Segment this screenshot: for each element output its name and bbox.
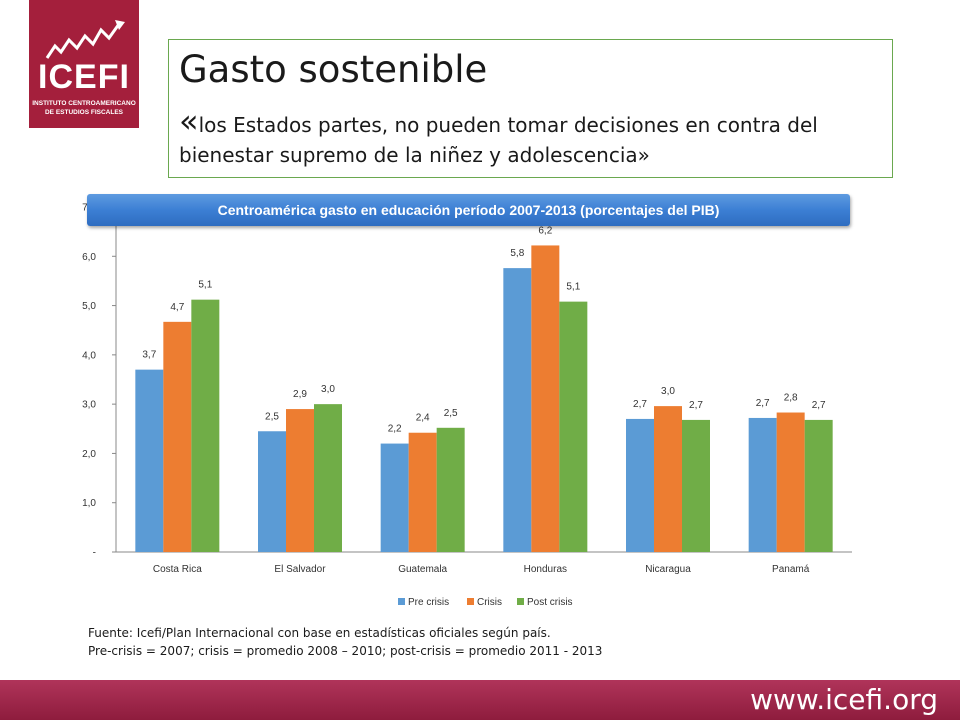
legend-swatch <box>467 598 474 605</box>
bottom-bar <box>0 680 960 720</box>
footer-notes: Fuente: Icefi/Plan Internacional con bas… <box>88 624 602 660</box>
bar-crisis <box>531 245 560 552</box>
data-label: 3,0 <box>321 384 335 395</box>
data-label: 3,0 <box>661 386 675 397</box>
icefi-logo: ICEFI INSTITUTO CENTROAMERICANO DE ESTUD… <box>29 0 139 128</box>
data-label: 5,8 <box>510 248 524 259</box>
data-label: 6,2 <box>538 225 552 236</box>
y-tick-label: - <box>93 548 96 559</box>
bar-crisis <box>163 321 192 552</box>
legend-label: Pre crisis <box>408 597 449 608</box>
slide-quote: «los Estados partes, no pueden tomar dec… <box>179 105 879 170</box>
data-label: 2,5 <box>444 408 458 419</box>
category-label: Panamá <box>772 564 810 575</box>
bar-post-crisis <box>314 404 342 552</box>
data-label: 2,8 <box>784 393 798 404</box>
y-tick-label: 5,0 <box>82 301 96 312</box>
bar-crisis <box>286 409 314 552</box>
period-note: Pre-crisis = 2007; crisis = promedio 200… <box>88 644 603 658</box>
data-label: 5,1 <box>198 280 212 291</box>
chart-title: Centroamérica gasto en educación período… <box>87 194 850 226</box>
category-label: Honduras <box>524 564 567 575</box>
logo-subtitle-1: INSTITUTO CENTROAMERICANO <box>32 100 136 107</box>
legend-swatch <box>517 598 524 605</box>
category-label: Nicaragua <box>645 564 691 575</box>
bar-pre-crisis <box>626 418 654 552</box>
bar-pre-crisis <box>135 369 164 552</box>
data-label: 3,7 <box>142 350 156 361</box>
bar-post-crisis <box>682 419 710 552</box>
data-label: 4,7 <box>170 302 184 313</box>
y-tick-label: 1,0 <box>82 498 96 509</box>
bar-post-crisis <box>191 299 220 552</box>
source-note: Fuente: Icefi/Plan Internacional con bas… <box>88 626 551 640</box>
bar-crisis <box>654 406 682 552</box>
bar-post-crisis <box>559 301 588 552</box>
logo-subtitle-2: DE ESTUDIOS FISCALES <box>44 109 123 116</box>
quote-open-mark: « <box>179 102 199 140</box>
data-label: 2,2 <box>388 424 402 435</box>
logo-name: ICEFI <box>38 58 130 96</box>
slide-title: Gasto sostenible <box>179 48 488 91</box>
quote-text: los Estados partes, no pueden tomar deci… <box>179 113 818 167</box>
title-box: Gasto sostenible «los Estados partes, no… <box>168 39 893 178</box>
y-tick-label: 3,0 <box>82 400 96 411</box>
data-label: 2,7 <box>756 398 770 409</box>
data-label: 2,4 <box>416 413 430 424</box>
data-label: 2,7 <box>633 399 647 410</box>
data-label: 2,5 <box>265 411 279 422</box>
data-label: 5,1 <box>566 282 580 293</box>
bar-pre-crisis <box>748 417 777 552</box>
bar-post-crisis <box>804 419 833 552</box>
data-label: 2,7 <box>689 400 703 411</box>
legend-label: Crisis <box>477 597 502 608</box>
bar-post-crisis <box>436 427 465 552</box>
bar-crisis <box>776 412 805 552</box>
y-tick-label: 2,0 <box>82 449 96 460</box>
legend-swatch <box>398 598 405 605</box>
bar-pre-crisis <box>258 431 286 552</box>
y-tick-label: 6,0 <box>82 252 96 263</box>
bar-crisis <box>408 432 437 552</box>
y-tick-label: 4,0 <box>82 350 96 361</box>
category-label: Guatemala <box>398 564 447 575</box>
data-label: 2,9 <box>293 389 307 400</box>
category-label: El Salvador <box>274 564 326 575</box>
logo-chart-icon <box>45 20 125 59</box>
bar-pre-crisis <box>503 268 532 552</box>
category-label: Costa Rica <box>153 564 202 575</box>
data-label: 2,7 <box>812 400 826 411</box>
bar-pre-crisis <box>380 443 409 552</box>
website-link[interactable]: www.icefi.org <box>750 683 938 716</box>
legend-label: Post crisis <box>527 597 573 608</box>
